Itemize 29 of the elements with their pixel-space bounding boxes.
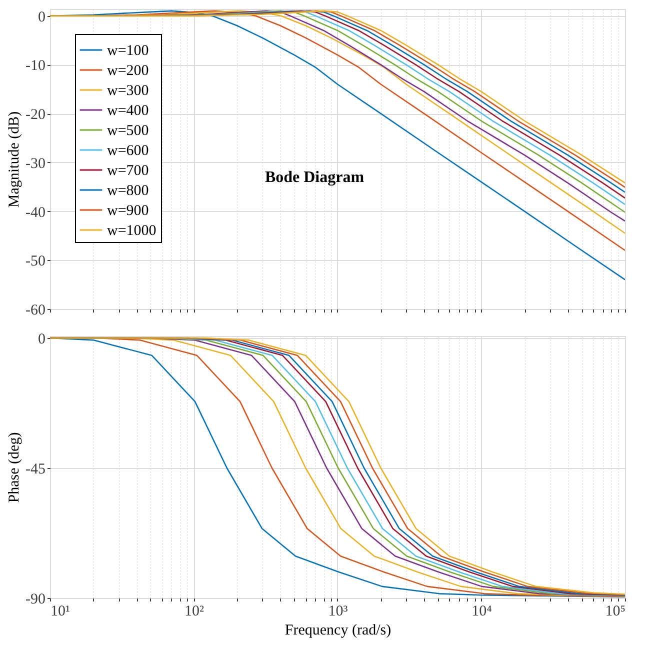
y-tick-label: -30 [26, 156, 46, 172]
y-tick-label: 0 [38, 332, 46, 348]
legend-label: w=400 [107, 103, 149, 119]
x-tick-label: 10⁴ [472, 604, 492, 620]
y-tick-label: -40 [26, 204, 46, 221]
y-tick-label: -20 [26, 107, 46, 124]
legend-label: w=800 [107, 183, 149, 199]
x-tick-label: 10⁵ [605, 604, 626, 620]
legend-label: w=500 [107, 123, 149, 139]
x-tick-label: 10¹ [50, 604, 70, 620]
y-tick-label: -50 [26, 254, 46, 270]
text: Bode Diagram [264, 169, 365, 186]
legend-label: w=900 [107, 203, 149, 219]
y-axis-title: Phase (deg) [6, 432, 23, 503]
x-tick-label: 10² [184, 604, 204, 620]
y-tick-label: 0 [38, 9, 46, 26]
legend-label: w=300 [107, 83, 149, 99]
legend-label: w=100 [107, 43, 149, 59]
x-tick-label: 10³ [328, 604, 348, 620]
y-axis-title: Magnitude (dB) [6, 111, 23, 208]
y-tick-label: -90 [26, 592, 46, 608]
legend-label: w=700 [107, 163, 149, 179]
y-tick-label: -10 [26, 58, 46, 74]
legend-label: w=1000 [107, 223, 156, 239]
legend-label: w=200 [107, 63, 149, 79]
y-tick-label: -60 [26, 302, 46, 318]
x-axis-title: Frequency (rad/s) [284, 622, 392, 638]
legend-label: w=600 [107, 143, 149, 159]
y-tick-label: -45 [26, 462, 46, 478]
